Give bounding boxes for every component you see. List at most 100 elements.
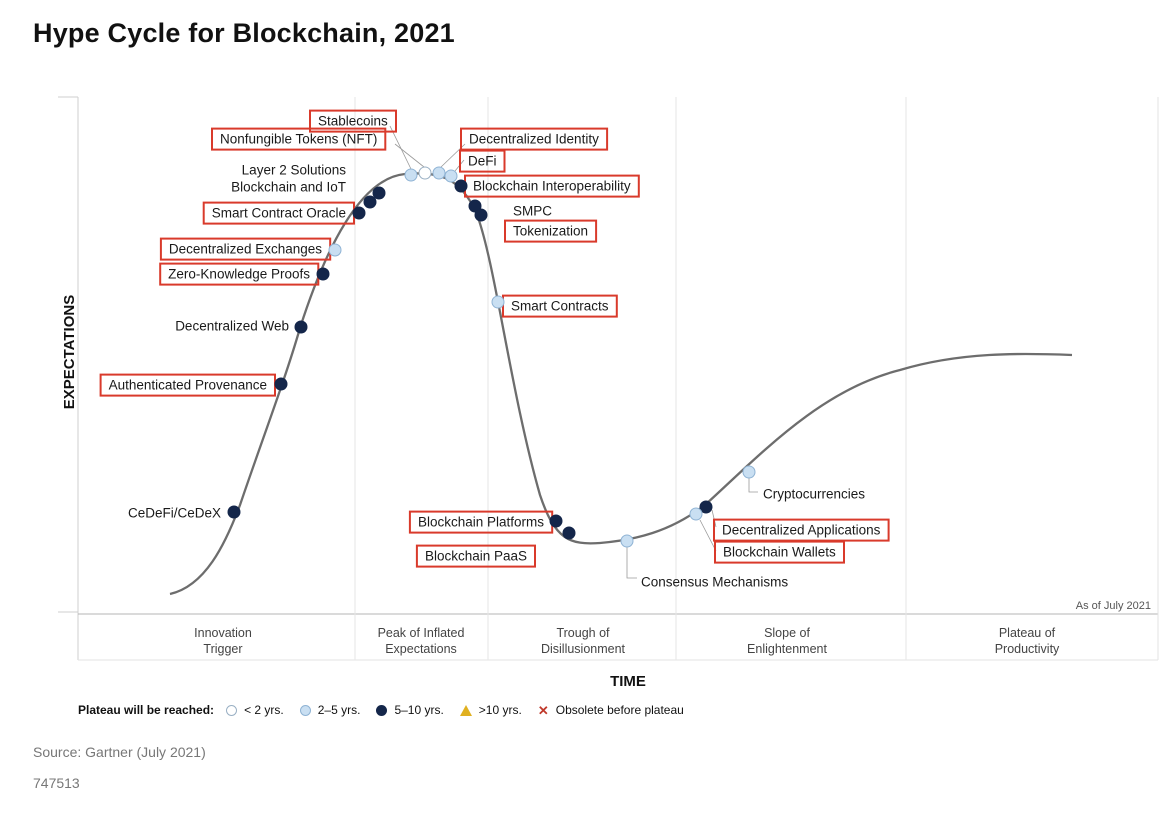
legend-label-5to10: 5–10 yrs. — [394, 703, 444, 717]
legend-label-2to5: 2–5 yrs. — [317, 703, 361, 717]
legend-item-obsolete: ✕ Obsolete before plateau — [538, 703, 684, 717]
highlight-box-blockchain-paas — [415, 544, 536, 568]
legend-item-2to5: 2–5 yrs. — [299, 703, 361, 717]
point-stablecoins: Stablecoins — [309, 109, 418, 182]
document-id: 747513 — [33, 775, 80, 791]
label-smart-contracts: Smart Contracts — [511, 299, 609, 314]
triangle-icon — [459, 704, 472, 716]
point-decentralized-exchanges: Decentralized Exchanges — [159, 237, 342, 261]
marker-cryptocurrencies — [742, 465, 756, 479]
label-nonfungible-tokens-nft: Nonfungible Tokens (NFT) — [220, 132, 377, 147]
label-layer-2-solutions: Layer 2 Solutions — [242, 163, 347, 178]
phase-labels: Innovation Trigger Peak of Inflated Expect… — [194, 626, 1060, 656]
x-mark-icon: ✕ — [537, 702, 549, 718]
legend-label-obsolete: Obsolete before plateau — [555, 703, 684, 717]
point-blockchain-wallets: Blockchain Wallets — [689, 507, 845, 564]
legend-label-lt2: < 2 yrs. — [244, 703, 284, 717]
point-decentralized-applications: Decentralized Applications — [699, 500, 890, 542]
legend-label-gt10: >10 yrs. — [478, 703, 522, 717]
as-of-note: As of July 2021 — [1076, 600, 1151, 612]
open-circle-icon — [226, 704, 238, 716]
leader-line-stablecoins — [389, 125, 412, 170]
leader-line-consensus-mechanisms — [626, 547, 637, 579]
highlight-box-tokenization — [504, 219, 598, 243]
label-decentralized-applications: Decentralized Applications — [722, 523, 881, 538]
label-smpc: SMPC — [513, 204, 552, 219]
point-smart-contract-oracle: Smart Contract Oracle — [202, 201, 366, 225]
marker-decentralized-identity — [432, 166, 446, 180]
light-circle-icon — [299, 704, 311, 716]
label-stablecoins: Stablecoins — [318, 114, 388, 129]
plot-frame — [58, 96, 1159, 661]
marker-stablecoins — [404, 168, 418, 182]
legend-item-5to10: 5–10 yrs. — [376, 703, 444, 717]
hype-cycle-chart: Stablecoins Nonfungible Tokens (NFT) Layer… — [58, 96, 1159, 690]
marker-smart-contracts — [491, 295, 505, 309]
marker-decentralized-applications — [699, 500, 713, 514]
legend-item-gt10: >10 yrs. — [459, 703, 522, 717]
label-decentralized-web: Decentralized Web — [175, 319, 289, 334]
marker-consensus-mechanisms — [620, 534, 634, 548]
highlight-box-defi — [459, 149, 506, 173]
label-smart-contract-oracle: Smart Contract Oracle — [212, 206, 346, 221]
phase-label-peak: Peak of Inflated Expectations — [378, 626, 465, 656]
highlight-box-stablecoins — [309, 109, 397, 133]
point-decentralized-identity: Decentralized Identity — [432, 127, 609, 180]
marker-smart-contract-oracle — [352, 206, 366, 220]
label-consensus-mechanisms: Consensus Mechanisms — [641, 575, 788, 590]
legend: Plateau will be reached: < 2 yrs. 2–5 yr… — [78, 703, 700, 717]
marker-layer-2-solutions — [363, 195, 377, 209]
marker-blockchain-paas — [562, 526, 576, 540]
leader-line-decentralized-applications — [711, 509, 717, 528]
marker-cedefi-cedex — [227, 505, 241, 519]
marker-blockchain-interoperability — [454, 179, 468, 193]
marker-blockchain-platforms — [549, 514, 563, 528]
phase-label-slope: Slope of Enlightenment — [747, 626, 827, 656]
label-cryptocurrencies: Cryptocurrencies — [763, 487, 865, 502]
label-tokenization: Tokenization — [513, 224, 588, 239]
point-blockchain-platforms: Blockchain Platforms — [408, 510, 563, 534]
phase-label-innovation-trigger: Innovation Trigger — [194, 626, 252, 656]
phase-label-trough: Trough of Disillusionment — [541, 626, 626, 656]
label-blockchain-paas: Blockchain PaaS — [425, 549, 527, 564]
label-defi: DeFi — [468, 154, 497, 169]
x-axis-label: TIME — [610, 673, 646, 690]
marker-tokenization — [474, 208, 488, 222]
point-defi: DeFi — [444, 149, 506, 183]
point-zero-knowledge-proofs: Zero-Knowledge Proofs — [159, 262, 330, 286]
marker-nonfungible-tokens-nft — [418, 166, 432, 180]
point-cedefi-cedex: CeDeFi/CeDeX — [128, 505, 241, 521]
chart-title: Hype Cycle for Blockchain, 2021 — [33, 18, 455, 48]
marker-decentralized-exchanges — [328, 243, 342, 257]
marker-smpc — [468, 199, 482, 213]
label-zero-knowledge-proofs: Zero-Knowledge Proofs — [168, 267, 310, 282]
label-decentralized-identity: Decentralized Identity — [469, 132, 599, 147]
dark-circle-icon — [376, 704, 388, 716]
highlight-box-nonfungible-tokens-nft — [211, 127, 387, 151]
point-decentralized-web: Decentralized Web — [175, 319, 308, 334]
label-cedefi-cedex: CeDeFi/CeDeX — [128, 506, 221, 521]
point-cryptocurrencies: Cryptocurrencies — [742, 465, 865, 502]
point-blockchain-and-iot: Blockchain and IoT — [231, 180, 386, 200]
leader-line-nonfungible-tokens-nft — [394, 143, 425, 168]
label-blockchain-interoperability: Blockchain Interoperability — [473, 179, 631, 194]
highlight-box-decentralized-identity — [460, 127, 609, 151]
point-consensus-mechanisms: Consensus Mechanisms — [620, 534, 788, 590]
point-smart-contracts: Smart Contracts — [491, 294, 618, 318]
point-blockchain-interoperability: Blockchain Interoperability — [454, 174, 640, 198]
phase-label-plateau: Plateau of Productivity — [995, 626, 1060, 656]
y-axis-label: EXPECTATIONS — [61, 295, 78, 409]
point-nonfungible-tokens-nft: Nonfungible Tokens (NFT) — [211, 127, 432, 180]
points-layer: Stablecoins Nonfungible Tokens (NFT) Layer… — [99, 109, 890, 590]
point-layer-2-solutions: Layer 2 Solutions — [242, 163, 377, 209]
legend-item-lt2: < 2 yrs. — [226, 703, 284, 717]
label-decentralized-exchanges: Decentralized Exchanges — [169, 242, 322, 257]
label-blockchain-and-iot: Blockchain and IoT — [231, 180, 346, 195]
point-smpc: SMPC — [468, 199, 552, 219]
marker-blockchain-wallets — [689, 507, 703, 521]
marker-decentralized-web — [294, 320, 308, 334]
point-blockchain-paas: Blockchain PaaS — [415, 526, 576, 568]
label-authenticated-provenance: Authenticated Provenance — [109, 378, 267, 393]
point-authenticated-provenance: Authenticated Provenance — [99, 373, 288, 397]
marker-authenticated-provenance — [274, 377, 288, 391]
